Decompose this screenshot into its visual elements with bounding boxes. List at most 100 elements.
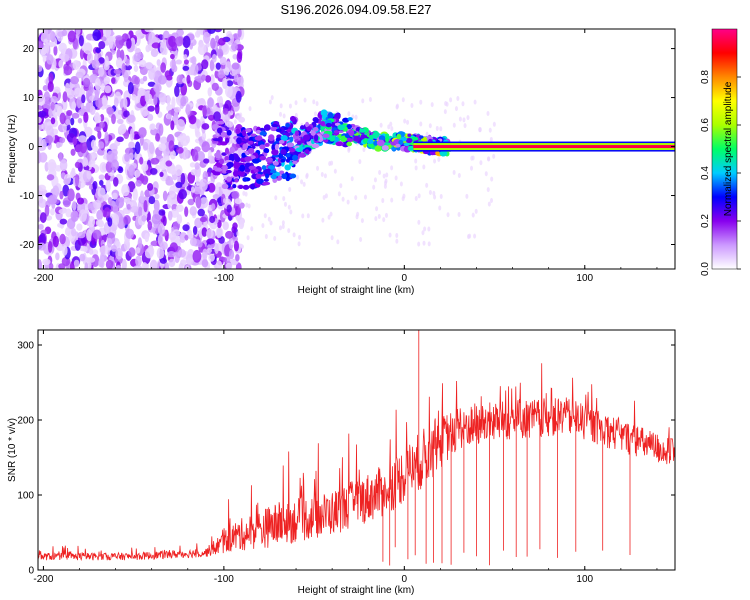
spectrogram-cell [216, 227, 223, 239]
spectrogram-cell [191, 186, 196, 193]
spectrogram-cell [255, 173, 262, 179]
spectrogram-cell [221, 77, 228, 90]
spectrogram-cell [148, 67, 156, 80]
spectrogram-cell [216, 96, 222, 104]
spectrogram-cell [211, 203, 216, 210]
spectrogram-cell [189, 206, 197, 216]
spectrogram-cell [228, 249, 235, 260]
spectrogram-cell [207, 87, 213, 97]
spectrogram-cell [269, 220, 273, 226]
spectrogram-cell [91, 59, 100, 70]
spectrogram-cell [233, 119, 237, 125]
spectrogram-cell [135, 255, 142, 267]
spectrogram-cell [158, 143, 167, 152]
snr-x-label: Height of straight line (km) [298, 585, 415, 596]
spectrogram-cell [171, 64, 178, 73]
spectrogram-cell [82, 157, 89, 168]
spectrogram-cell [128, 164, 135, 176]
spectrogram-frame [37, 28, 676, 270]
spectrogram-cell [89, 105, 96, 115]
spectrogram-cell [157, 223, 166, 235]
spectrogram-cell [211, 82, 219, 91]
spectrogram-cell [98, 57, 105, 64]
spectrogram-cell [294, 100, 298, 106]
spectrogram-cell [158, 123, 164, 136]
spectrogram-cell [186, 74, 191, 85]
spectrogram-cell [432, 190, 436, 196]
spectrogram-cell [468, 233, 472, 239]
spectrogram-cell [141, 215, 147, 222]
spectrogram-cell [288, 147, 296, 153]
spectrogram-cell [79, 140, 88, 154]
spectrogram-cell [142, 110, 150, 116]
spectrogram-cell [230, 240, 234, 246]
spectrogram-cell [362, 147, 366, 153]
spectrogram-cell [83, 42, 93, 55]
spectrogram-cell [437, 156, 441, 162]
spectrogram-cell [414, 158, 418, 164]
spectrogram-cell [388, 232, 392, 238]
spectrogram-cell [162, 190, 168, 202]
spectrogram-cell [139, 190, 145, 204]
spectrogram-cell [403, 142, 410, 146]
spectrogram-cell [215, 62, 221, 70]
spectrogram-cell [98, 141, 105, 149]
spectrogram-cell [232, 222, 238, 230]
spectrogram-cell [154, 193, 160, 200]
spectrogram-cell [192, 249, 202, 263]
spectrogram-cell [281, 220, 285, 226]
spectrogram-cell [39, 212, 47, 223]
spectrogram-cell [267, 165, 276, 170]
spectrogram-cell [324, 193, 328, 199]
spectrogram-cell [395, 143, 401, 148]
spectrogram-cell [251, 158, 260, 164]
spectrogram-cell [312, 99, 316, 105]
spectrogram-cell [210, 37, 216, 49]
spectrogram-cell [458, 116, 462, 122]
spectrogram-cell [419, 135, 424, 139]
spectrogram-cell [111, 244, 117, 252]
spectrogram-cell [138, 206, 143, 218]
spectrogram-cell [107, 217, 113, 227]
spectrogram-cell [38, 94, 46, 106]
snr-frame [37, 329, 676, 571]
spectrogram-cell [149, 259, 158, 269]
spectrogram-cell [347, 146, 351, 152]
spectrogram-cell [39, 233, 47, 246]
spectrogram-cell [92, 29, 102, 41]
spectrogram-cell [38, 152, 48, 163]
spectrogram-cell [170, 167, 176, 176]
spectrogram-cell [99, 252, 105, 264]
spectrogram-cell [212, 171, 221, 176]
spectrogram-cell [38, 184, 47, 192]
spectrogram-cell [96, 209, 104, 221]
spectrogram-cell [422, 164, 426, 170]
spectrogram-cell [135, 247, 141, 254]
spectrogram-cell [75, 29, 81, 36]
spectrogram-cell [425, 131, 429, 137]
spectrogram-cell [76, 223, 83, 231]
spectrogram-cell [207, 155, 216, 164]
spectrogram-cell [427, 241, 431, 247]
spectrogram-cell [228, 153, 235, 161]
spectrogram-cell [103, 207, 111, 218]
spectrogram-cell [165, 179, 175, 186]
colorbar-tick-label: 0.2 [700, 214, 711, 228]
spectrogram-cell [394, 175, 398, 181]
spectrogram-cell [226, 80, 234, 87]
spectrogram-cell [153, 94, 158, 106]
spectrogram-cell [385, 133, 390, 139]
spectrogram-cell [70, 210, 79, 222]
spectrogram-cell [235, 127, 241, 135]
spectrogram-cell [236, 115, 240, 121]
spectrogram-cell [150, 128, 159, 136]
spectrogram-cell [201, 141, 210, 153]
spectrogram-cell [390, 197, 394, 203]
spectrogram-cell [463, 123, 467, 129]
spectrogram-cell [289, 115, 296, 122]
spectrogram-cell [38, 104, 43, 111]
spectrogram-cell [433, 158, 437, 164]
spectrogram-cell [446, 212, 450, 218]
spectrogram-cell [86, 257, 96, 263]
spectrogram-cell [423, 226, 427, 232]
